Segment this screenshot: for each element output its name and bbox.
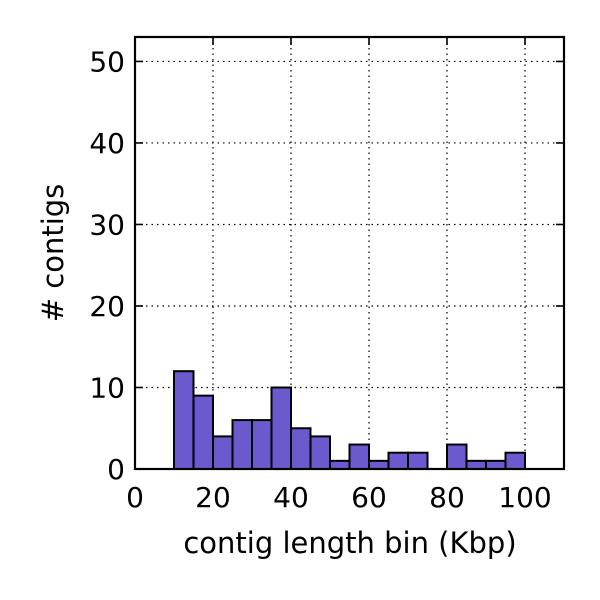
histogram-bar	[309, 435, 331, 471]
x-tick-label: 0	[126, 481, 144, 514]
x-axis-label: contig length bin (Kbp)	[183, 526, 516, 560]
histogram-bar	[212, 435, 234, 471]
histogram-bar	[290, 427, 312, 470]
histogram-bar	[192, 394, 214, 470]
x-tick-label: 20	[195, 481, 231, 514]
histogram-bar	[446, 443, 468, 471]
x-tick-label: 80	[429, 481, 465, 514]
bars	[173, 370, 526, 471]
histogram-bar	[504, 451, 526, 471]
histogram-bar	[485, 459, 507, 471]
y-tick-label: 50	[89, 45, 125, 78]
x-tick-label: 40	[273, 481, 309, 514]
y-tick-label: 30	[89, 208, 125, 241]
histogram-bar	[173, 370, 195, 471]
x-tick-labels: 0 20 40 60 80 100	[126, 481, 552, 514]
histogram-bar	[387, 451, 409, 471]
histogram-bar	[348, 443, 370, 471]
histogram-bar	[231, 419, 253, 470]
histogram-bar	[465, 459, 487, 471]
y-tick-label: 20	[89, 290, 125, 323]
histogram-bar	[329, 459, 351, 471]
grid	[135, 37, 564, 469]
y-tick-labels: 0 10 20 30 40 50	[89, 45, 125, 486]
y-tick-label: 10	[89, 371, 125, 404]
histogram-bar	[251, 419, 273, 470]
y-axis-label: # contigs	[36, 184, 70, 323]
x-tick-label: 100	[498, 481, 551, 514]
y-tick-label: 0	[107, 453, 125, 486]
histogram-bar	[368, 459, 390, 471]
plot-frame	[133, 35, 566, 471]
tick-marks	[134, 37, 564, 470]
x-tick-label: 60	[351, 481, 387, 514]
histogram-bar	[407, 451, 429, 471]
y-tick-label: 40	[89, 127, 125, 160]
histogram-bar	[270, 386, 292, 471]
